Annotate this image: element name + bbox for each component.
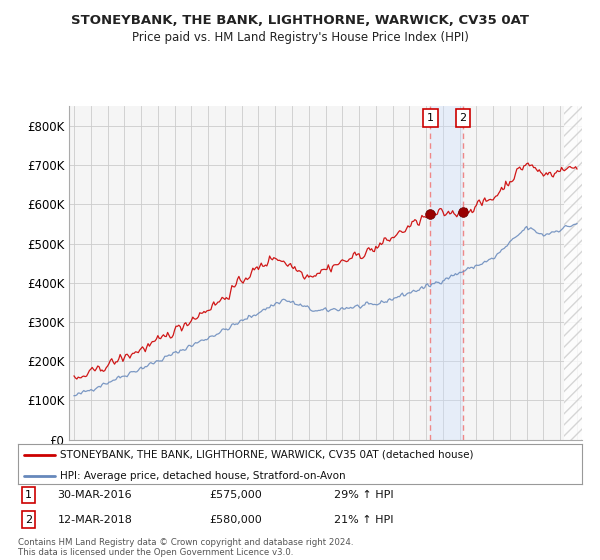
Text: 1: 1 [25, 490, 32, 500]
Text: Contains HM Land Registry data © Crown copyright and database right 2024.
This d: Contains HM Land Registry data © Crown c… [18, 538, 353, 557]
Text: £575,000: £575,000 [210, 490, 263, 500]
Text: £580,000: £580,000 [210, 515, 263, 525]
Text: STONEYBANK, THE BANK, LIGHTHORNE, WARWICK, CV35 0AT (detached house): STONEYBANK, THE BANK, LIGHTHORNE, WARWIC… [60, 450, 474, 460]
Text: 29% ↑ HPI: 29% ↑ HPI [334, 490, 394, 500]
Bar [565, 106, 582, 440]
Text: 12-MAR-2018: 12-MAR-2018 [58, 515, 133, 525]
Text: STONEYBANK, THE BANK, LIGHTHORNE, WARWICK, CV35 0AT: STONEYBANK, THE BANK, LIGHTHORNE, WARWIC… [71, 14, 529, 27]
Text: 30-MAR-2016: 30-MAR-2016 [58, 490, 132, 500]
Text: 2: 2 [460, 113, 467, 123]
Text: 1: 1 [427, 113, 434, 123]
Text: Price paid vs. HM Land Registry's House Price Index (HPI): Price paid vs. HM Land Registry's House … [131, 31, 469, 44]
Bar [430, 106, 463, 440]
Text: 21% ↑ HPI: 21% ↑ HPI [334, 515, 394, 525]
Text: HPI: Average price, detached house, Stratford-on-Avon: HPI: Average price, detached house, Stra… [60, 470, 346, 480]
Text: 2: 2 [25, 515, 32, 525]
